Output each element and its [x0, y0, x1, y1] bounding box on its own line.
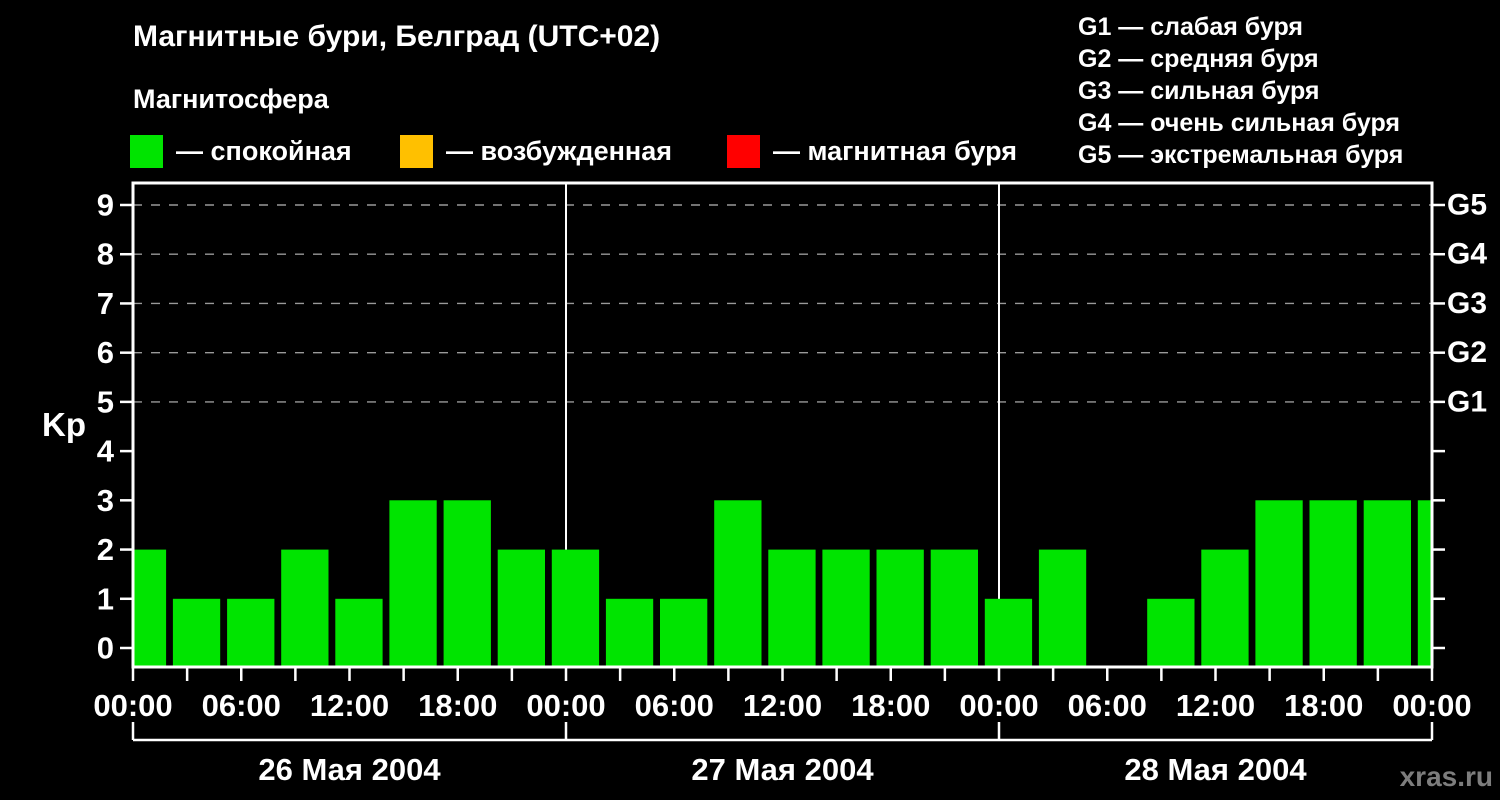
- kp-bar: [133, 549, 167, 667]
- kp-bar: [1363, 500, 1411, 667]
- x-tick-label: 00:00: [1392, 688, 1471, 723]
- date-label: 28 Мая 2004: [1124, 752, 1307, 787]
- kp-bar: [768, 549, 816, 667]
- legend-item-storm: — магнитная буря: [727, 133, 1017, 169]
- storm-scale-legend: G1 — слабая буря G2 — средняя буря G3 — …: [1078, 11, 1403, 171]
- storm-scale-line-g4: G4 — очень сильная буря: [1078, 109, 1400, 137]
- kp-bar: [551, 549, 600, 667]
- x-tick-label: 00:00: [93, 688, 172, 723]
- kp-bar: [335, 598, 383, 667]
- x-tick-label: 18:00: [851, 688, 930, 723]
- storm-scale-line-g3: G3 — сильная буря: [1078, 77, 1320, 105]
- kp-bar: [660, 598, 708, 667]
- y-tick-label: 5: [97, 384, 114, 419]
- g-level-label: G1: [1447, 385, 1487, 418]
- quiet-color-swatch: [130, 134, 163, 168]
- legend-label-storm: — магнитная буря: [773, 135, 1017, 166]
- storm-color-swatch: [727, 134, 760, 168]
- x-tick-label: 00:00: [959, 688, 1038, 723]
- legend-label-quiet: — спокойная: [176, 135, 352, 166]
- watermark: xras.ru: [1399, 761, 1493, 792]
- kp-bar: [227, 598, 275, 667]
- kp-bar: [714, 500, 762, 667]
- y-tick-label: 6: [97, 335, 114, 370]
- kp-bars: [133, 500, 1432, 667]
- date-label: 27 Мая 2004: [691, 752, 874, 787]
- y-tick-label: 9: [97, 188, 114, 223]
- y-axis-title: Kp: [42, 406, 86, 443]
- x-tick-label: 12:00: [743, 688, 822, 723]
- g-level-label: G2: [1447, 336, 1487, 369]
- kp-bar: [1201, 549, 1249, 667]
- date-label: 26 Мая 2004: [258, 752, 441, 787]
- y-tick-label: 3: [97, 483, 114, 518]
- x-tick-label: 06:00: [635, 688, 714, 723]
- x-tick-label: 12:00: [310, 688, 389, 723]
- page-title: Магнитные бури, Белград (UTC+02): [133, 20, 661, 53]
- kp-bar: [822, 549, 870, 667]
- y-tick-label: 8: [97, 237, 114, 272]
- storm-scale-line-g1: G1 — слабая буря: [1078, 13, 1304, 41]
- storm-scale-line-g5: G5 — экстремальная буря: [1078, 141, 1404, 169]
- x-tick-label: 00:00: [526, 688, 605, 723]
- g-level-label: G3: [1447, 287, 1487, 320]
- kp-bar: [984, 598, 1033, 667]
- x-tick-label: 06:00: [1068, 688, 1147, 723]
- excited-color-swatch: [400, 134, 433, 168]
- y-tick-label: 4: [97, 434, 115, 469]
- y-tick-label: 7: [97, 286, 114, 321]
- x-tick-label: 12:00: [1176, 688, 1255, 723]
- storm-scale-line-g2: G2 — средняя буря: [1078, 45, 1319, 73]
- kp-bar: [497, 549, 545, 667]
- kp-bar: [876, 549, 924, 667]
- g-level-label: G5: [1447, 189, 1487, 222]
- kp-bar: [1417, 500, 1432, 667]
- legend-item-excited: — возбужденная: [400, 133, 672, 169]
- magnetosphere-label: Магнитосфера: [133, 84, 329, 114]
- y-tick-label: 2: [97, 532, 114, 567]
- g-level-label: G4: [1447, 238, 1487, 271]
- x-tick-label: 18:00: [1284, 688, 1363, 723]
- kp-bar: [443, 500, 491, 667]
- kp-bar: [389, 500, 437, 667]
- y-tick-label: 0: [97, 631, 114, 666]
- x-tick-label: 06:00: [202, 688, 281, 723]
- kp-bar: [930, 549, 978, 667]
- kp-bar: [1255, 500, 1303, 667]
- kp-bar: [1147, 598, 1195, 667]
- x-tick-label: 18:00: [418, 688, 497, 723]
- legend-label-excited: — возбужденная: [446, 135, 672, 166]
- y-tick-label: 1: [97, 581, 114, 616]
- kp-bar: [1038, 549, 1087, 667]
- kp-bar: [1309, 500, 1357, 667]
- kp-bar: [605, 598, 654, 667]
- legend-item-quiet: — спокойная: [130, 133, 352, 169]
- kp-bar: [172, 598, 221, 667]
- kp-bar: [281, 549, 329, 667]
